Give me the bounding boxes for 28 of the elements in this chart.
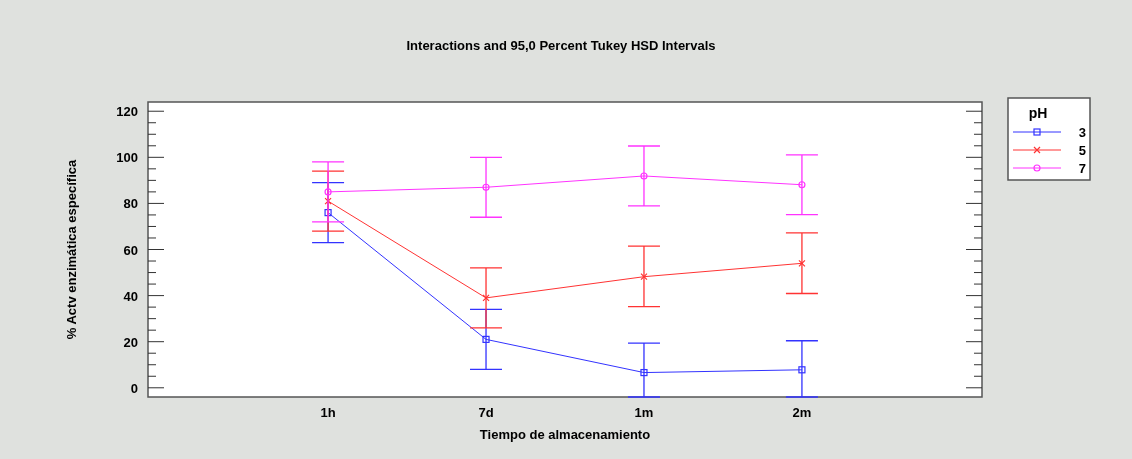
x-tick-label: 1m [634,405,654,420]
point [798,259,806,267]
x-tick-label: 7d [478,405,494,420]
point [324,209,332,217]
point [482,335,490,343]
y-tick-label: 40 [123,288,138,304]
point [640,172,648,180]
y-axis-title: % Actv enzimática específica [64,159,79,340]
point [640,273,648,281]
y-tick-label: 100 [116,150,138,166]
point [798,366,806,374]
y-tick-label: 80 [123,196,138,212]
point [640,368,648,377]
legend-label: 5 [1078,143,1086,158]
point [798,181,806,189]
legend-title: pH [1028,105,1048,121]
x-tick-label: 2m [792,405,812,420]
x-axis-title: Tiempo de almacenamiento [479,427,651,442]
y-tick-label: 120 [116,104,138,120]
x-tick-label: 1h [320,405,336,420]
y-tick-label: 0 [130,380,138,396]
legend-label: 7 [1078,161,1086,176]
chart-title: Interactions and 95,0 Percent Tukey HSD Intervals [406,38,716,53]
point [482,183,490,191]
y-tick-label: 60 [123,242,138,258]
y-tick-label: 20 [123,334,138,350]
point [324,188,332,196]
legend-label: 3 [1078,125,1086,140]
